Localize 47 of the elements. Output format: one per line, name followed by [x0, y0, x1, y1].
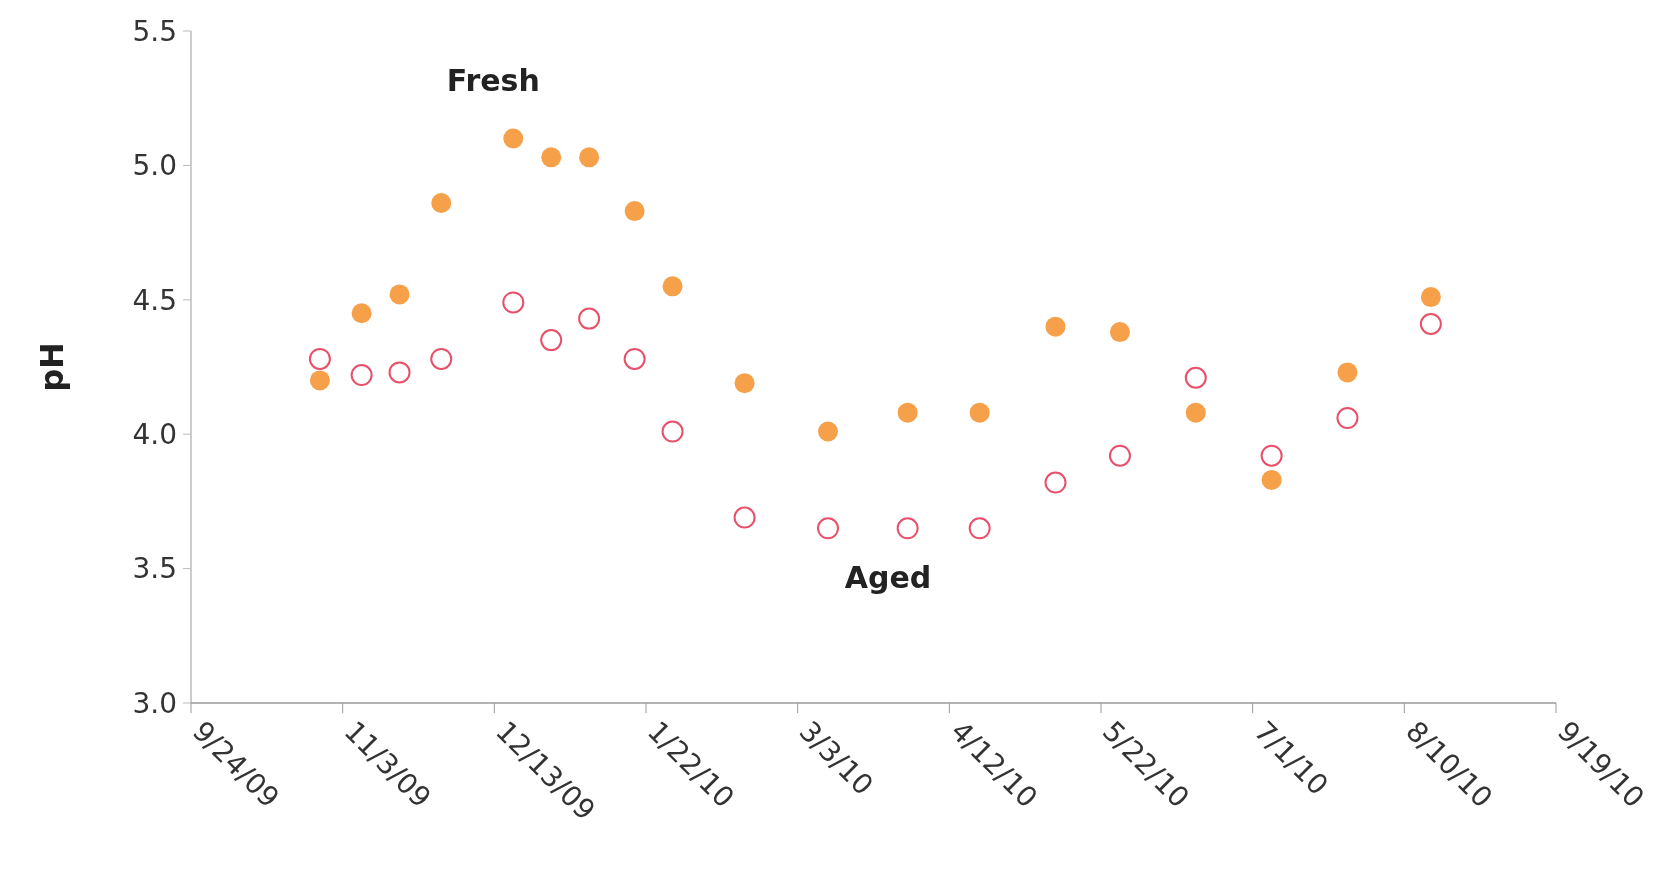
point — [431, 193, 452, 214]
point — [897, 402, 918, 423]
point — [968, 517, 991, 540]
y-tick-label: 4.5 — [132, 283, 177, 317]
point — [389, 284, 410, 305]
point — [540, 329, 563, 352]
point — [430, 347, 453, 370]
series-label: Fresh — [446, 62, 540, 98]
point — [1337, 362, 1358, 383]
y-tick-label: 3.0 — [132, 686, 177, 720]
point — [388, 361, 411, 384]
point — [734, 373, 755, 394]
point — [1044, 471, 1067, 494]
point — [1109, 322, 1130, 343]
point — [733, 506, 756, 529]
point — [1336, 407, 1359, 430]
point — [818, 421, 838, 442]
point — [1185, 402, 1206, 423]
y-tick-label: 5.0 — [132, 149, 177, 183]
point — [624, 201, 645, 222]
point — [661, 420, 684, 443]
point — [1045, 316, 1066, 337]
point — [578, 307, 601, 330]
point — [503, 128, 524, 149]
point — [969, 402, 990, 423]
point — [1419, 312, 1442, 335]
point — [350, 364, 373, 387]
point — [662, 276, 683, 297]
point — [817, 517, 839, 540]
point — [579, 147, 600, 168]
y-tick-label: 3.5 — [132, 552, 177, 586]
y-tick-label: 5.5 — [132, 14, 177, 48]
point — [1260, 444, 1283, 467]
point — [623, 347, 646, 370]
y-tick-label: 4.0 — [132, 418, 177, 451]
y-axis-title: pH — [33, 342, 71, 392]
point — [309, 370, 330, 391]
point — [351, 303, 372, 324]
series-label: Aged — [844, 560, 932, 596]
point — [1261, 469, 1282, 490]
point — [502, 291, 525, 314]
point — [541, 147, 562, 168]
point — [1184, 366, 1207, 389]
point — [1420, 287, 1441, 308]
point — [1108, 444, 1131, 467]
point — [896, 517, 919, 540]
point — [308, 347, 331, 370]
